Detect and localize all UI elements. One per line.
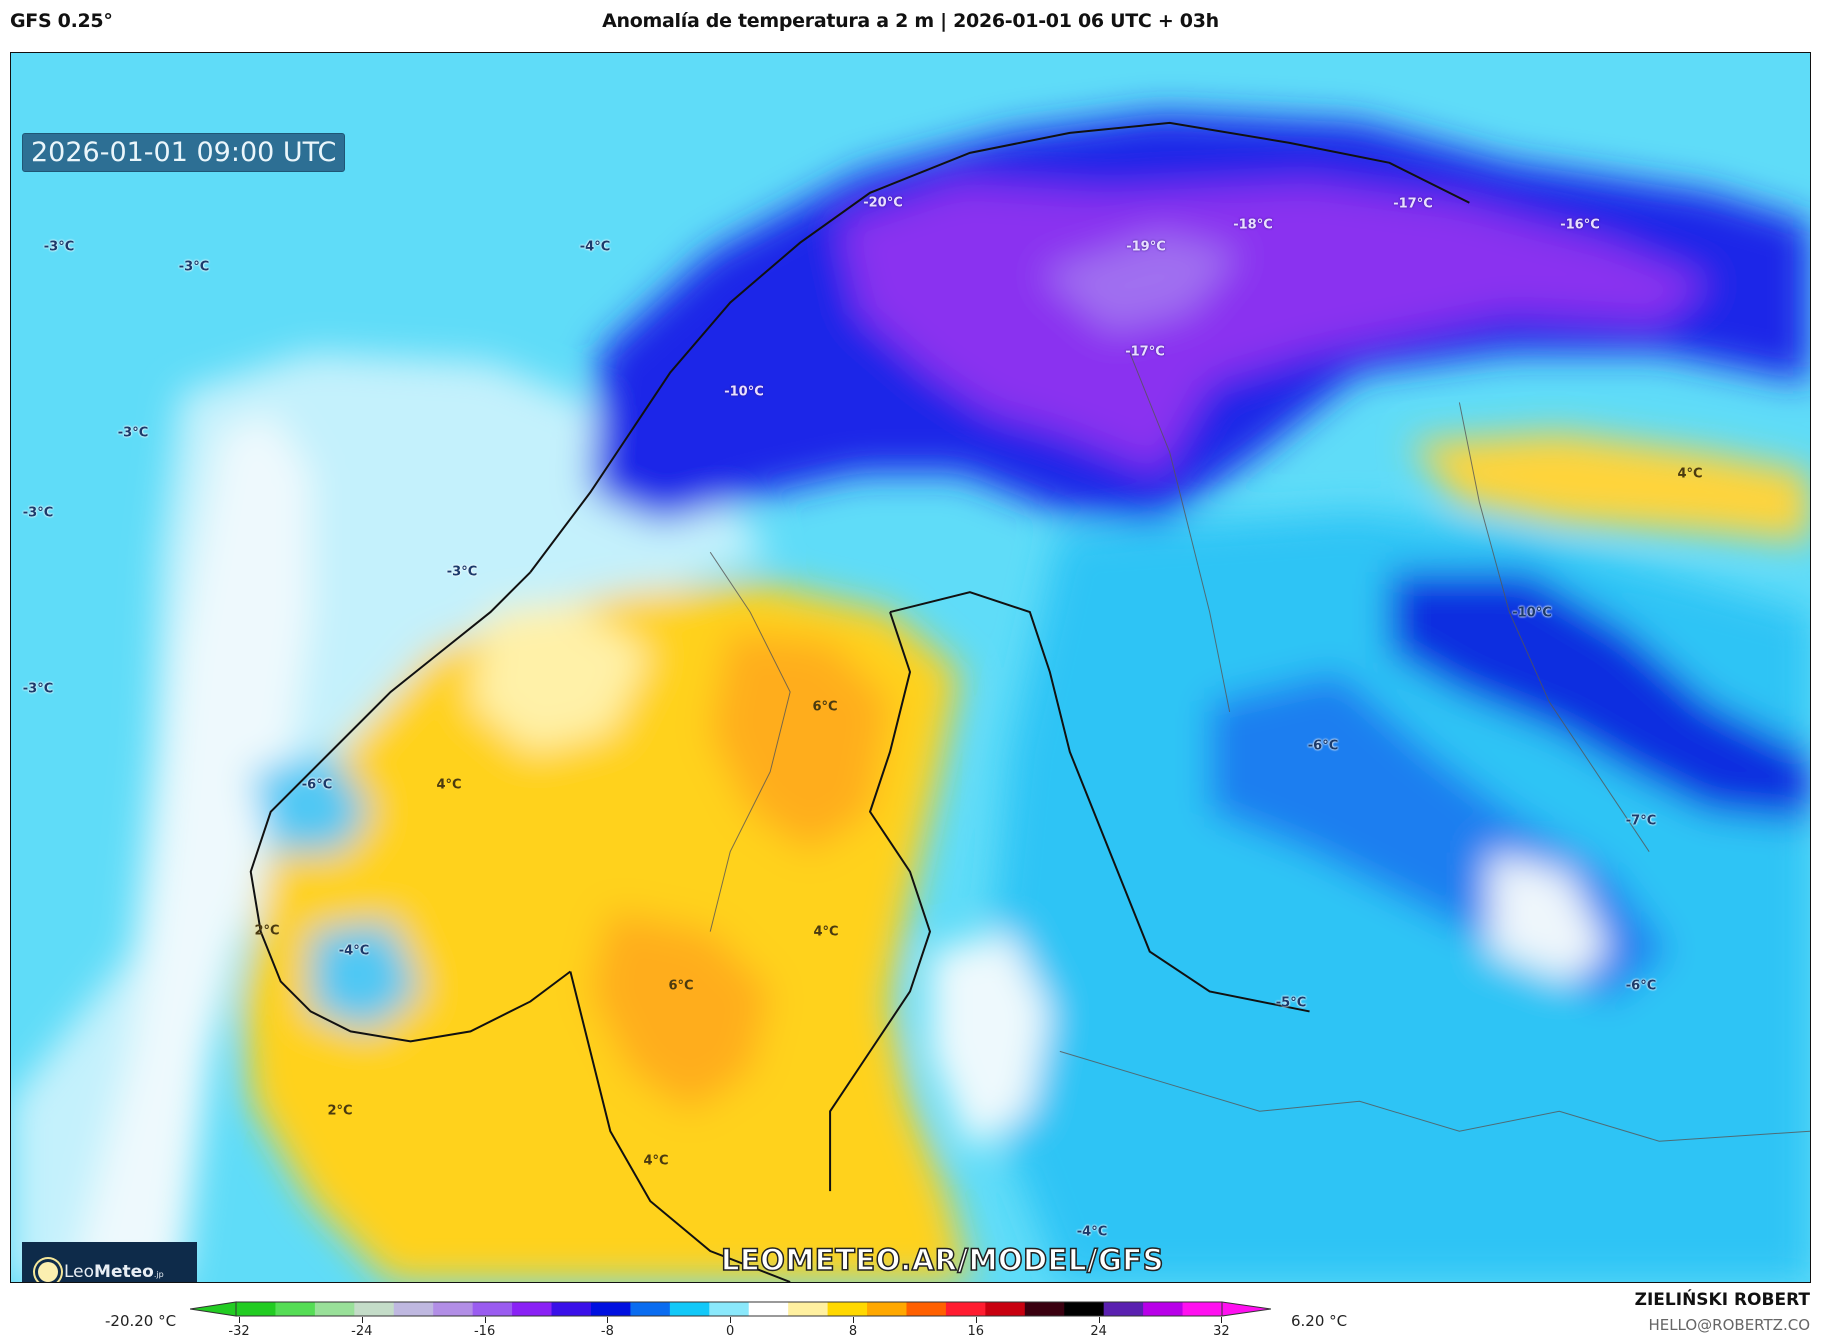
temperature-label: -5°C <box>1275 995 1307 1011</box>
temperature-label: 4°C <box>1677 466 1703 482</box>
colorbar-tick-label: 16 <box>967 1324 985 1339</box>
sun-icon <box>38 1261 58 1282</box>
colorbar-min-value: -20.20 °C <box>105 1312 177 1330</box>
temperature-label: -17°C <box>1393 196 1433 212</box>
temperature-label: -6°C <box>1625 978 1657 994</box>
temperature-label: -3°C <box>117 425 149 441</box>
temperature-label: -4°C <box>579 239 611 255</box>
temperature-label: 2°C <box>254 923 280 939</box>
temperature-label: -4°C <box>338 943 370 959</box>
colorbar-tick-label: 0 <box>726 1324 735 1339</box>
colorbar-max-value: 6.20 °C <box>1291 1312 1348 1330</box>
temperature-label: -16°C <box>1560 217 1600 233</box>
colorbar-tick-label: -16 <box>473 1324 496 1339</box>
temperature-label: -20°C <box>863 195 903 211</box>
temperature-label: -10°C <box>1512 605 1552 621</box>
colorbar-tick-label: 8 <box>848 1324 858 1339</box>
watermark-url: LEOMETEO.AR/MODEL/GFS <box>720 1242 1165 1278</box>
temperature-anomaly-map[interactable]: 2026-01-01 09:00 UTC -20°C -19°C -18°C -17°… <box>10 52 1811 1283</box>
logo-text: LeoMeteo.jp <box>64 1261 164 1282</box>
temperature-field <box>11 53 1810 1282</box>
temperature-label: 2°C <box>327 1103 353 1119</box>
colorbar-tick-mark <box>361 1317 363 1323</box>
colorbar-tick-label: -24 <box>351 1324 373 1339</box>
page-title: Anomalía de temperatura a 2 m | 2026-01-… <box>602 10 1219 32</box>
temperature-label: -10°C <box>724 384 764 400</box>
temperature-label: -4°C <box>1076 1224 1108 1240</box>
colorbar-tick-label: -32 <box>228 1324 250 1339</box>
temperature-label: -6°C <box>1307 738 1339 754</box>
author-name: ZIELIŃSKI ROBERT <box>1634 1290 1810 1310</box>
model-name: GFS 0.25° <box>10 10 113 32</box>
colorbar-tick-label: 32 <box>1213 1324 1230 1339</box>
temperature-label: -3°C <box>22 505 54 521</box>
colorbar-tick-mark <box>1098 1317 1100 1323</box>
temperature-label: -7°C <box>1625 813 1657 829</box>
colorbar-tick-mark <box>607 1317 609 1323</box>
colorbar-tick-label: -8 <box>600 1324 614 1339</box>
temperature-label: -3°C <box>22 681 54 697</box>
colorbar <box>190 1301 1271 1317</box>
colorbar-tick-mark <box>853 1317 854 1323</box>
author-email[interactable]: HELLO@ROBERTZ.CO <box>1648 1316 1810 1334</box>
colorbar-tick-mark <box>239 1317 240 1323</box>
colorbar-tick-label: 24 <box>1090 1324 1107 1339</box>
temperature-label: 4°C <box>643 1153 669 1169</box>
temperature-label: 6°C <box>812 699 838 715</box>
valid-time-badge: 2026-01-01 09:00 UTC <box>22 133 346 172</box>
temperature-label: -3°C <box>446 564 478 580</box>
temperature-label: 4°C <box>436 777 462 793</box>
temperature-label: -17°C <box>1125 344 1165 360</box>
colorbar-tick-mark <box>975 1317 977 1323</box>
colorbar-tick-mark <box>484 1317 486 1323</box>
colorbar-tick-mark <box>1221 1317 1223 1323</box>
temperature-label: 4°C <box>813 924 839 940</box>
temperature-label: -3°C <box>43 239 75 255</box>
temperature-label: -18°C <box>1233 217 1273 233</box>
leometeo-logo[interactable]: LeoMeteo.jp <box>22 1242 197 1282</box>
colorbar-tick-mark <box>730 1317 732 1323</box>
temperature-label: -19°C <box>1126 239 1166 255</box>
temperature-label: -3°C <box>178 259 210 275</box>
temperature-label: 6°C <box>668 978 694 994</box>
temperature-label: -6°C <box>301 777 333 793</box>
